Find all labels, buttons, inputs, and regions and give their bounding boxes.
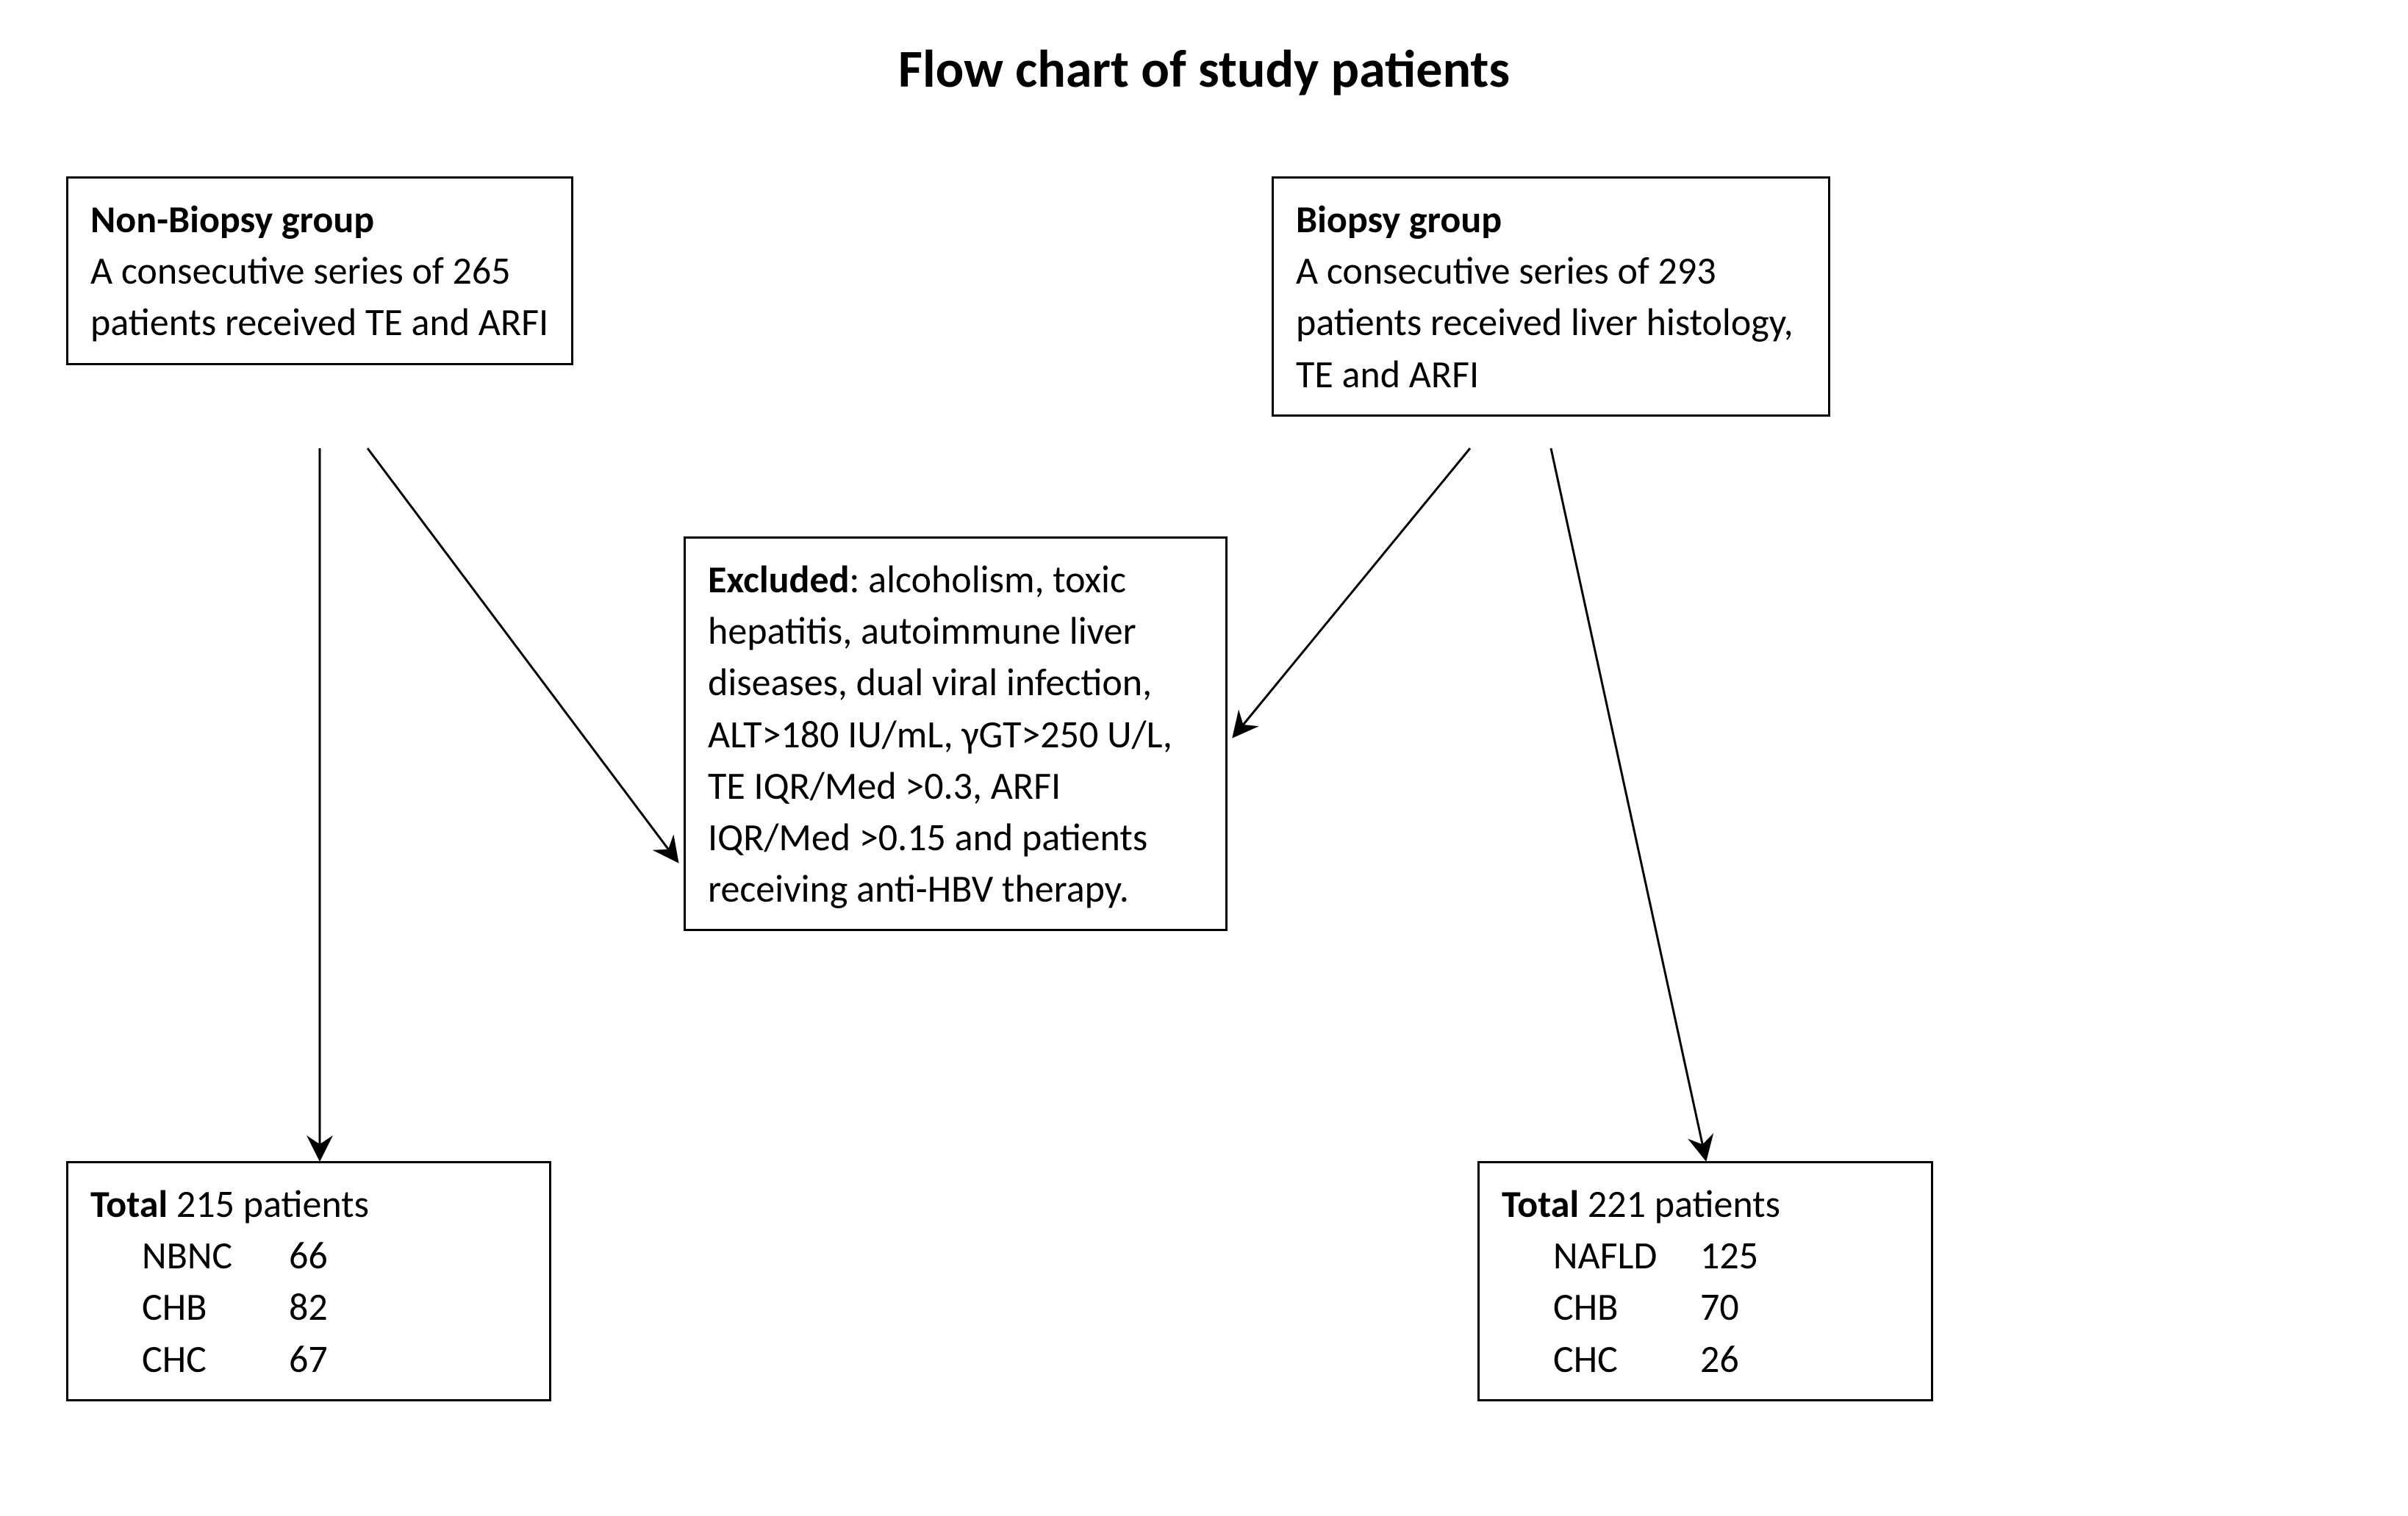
breakdown-value: 67: [289, 1333, 328, 1384]
breakdown-value: 26: [1700, 1333, 1739, 1384]
node-heading: Total: [1502, 1180, 1579, 1227]
node-total-biopsy: Total 221 patients NAFLD 125 CHB 70 CHC …: [1477, 1161, 1933, 1401]
edge-nonbiopsy-to-excluded: [368, 448, 676, 860]
total-text: 215 patients: [168, 1180, 369, 1227]
node-body: A consecutive series of 265 patients rec…: [90, 247, 548, 345]
breakdown-label: CHC: [142, 1333, 289, 1384]
breakdown-row: NAFLD 125: [1502, 1229, 1909, 1281]
total-text: 221 patients: [1579, 1180, 1780, 1227]
breakdown-label: CHB: [1553, 1281, 1700, 1332]
breakdown-row: CHB 70: [1502, 1281, 1909, 1332]
edge-biopsy-to-total: [1551, 448, 1705, 1157]
node-heading: Non-Biopsy group: [90, 195, 374, 243]
node-non-biopsy-group: Non-Biopsy group A consecutive series of…: [66, 176, 573, 365]
breakdown-value: 82: [289, 1281, 328, 1332]
breakdown-row: NBNC 66: [90, 1229, 527, 1281]
node-total-non-biopsy: Total 215 patients NBNC 66 CHB 82 CHC 67: [66, 1161, 551, 1401]
breakdown-label: CHB: [142, 1281, 289, 1332]
breakdown-value: 70: [1700, 1281, 1739, 1332]
breakdown-row: CHC 26: [1502, 1333, 1909, 1384]
node-excluded: Excluded: alcoholism, toxic hepatitis, a…: [684, 536, 1228, 931]
breakdown-label: NBNC: [142, 1229, 289, 1281]
breakdown-value: 125: [1700, 1229, 1758, 1281]
breakdown-label: NAFLD: [1553, 1229, 1700, 1281]
chart-title: Flow chart of study patients: [898, 37, 1510, 101]
node-body: : alcoholism, toxic hepatitis, autoimmun…: [708, 556, 1172, 912]
breakdown-row: CHC 67: [90, 1333, 527, 1384]
node-heading: Total: [90, 1180, 168, 1227]
edge-biopsy-to-excluded: [1235, 448, 1470, 735]
breakdown-label: CHC: [1553, 1333, 1700, 1384]
breakdown-value: 66: [289, 1229, 328, 1281]
node-biopsy-group: Biopsy group A consecutive series of 293…: [1272, 176, 1830, 417]
breakdown-row: CHB 82: [90, 1281, 527, 1332]
node-heading: Excluded: [708, 556, 850, 603]
node-heading: Biopsy group: [1296, 195, 1502, 243]
node-body: A consecutive series of 293 patients rec…: [1296, 247, 1794, 397]
